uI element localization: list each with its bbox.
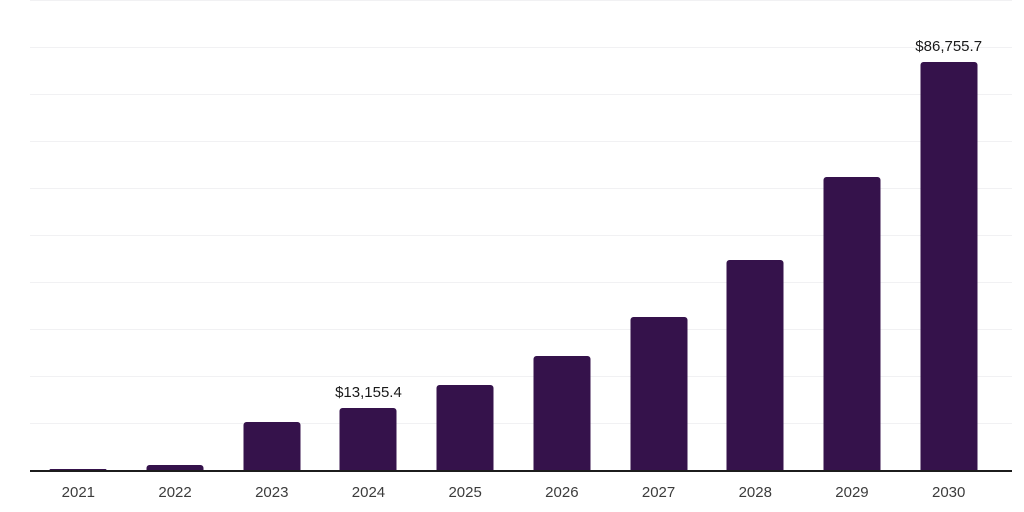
bar-slot-2030: $86,755.7 (900, 0, 997, 470)
data-label-2024: $13,155.4 (335, 384, 402, 402)
bar-slot-2027 (610, 0, 707, 470)
plot-area: $13,155.4 $86,755.7 (30, 0, 1012, 472)
gridline-30000 (30, 329, 1012, 330)
bar-slot-2029 (804, 0, 901, 470)
x-tick-label-2021: 2021 (61, 484, 96, 501)
bar-slot-2025 (417, 0, 514, 470)
x-tick-label-2024: 2024 (351, 484, 386, 501)
bar-2026 (533, 356, 591, 470)
data-label-2030: $86,755.7 (915, 38, 983, 56)
gridline-90000 (30, 47, 1012, 48)
bar-slot-2024: $13,155.4 (320, 0, 417, 470)
x-tick-label-2029: 2029 (835, 484, 869, 501)
x-tick-label-2027: 2027 (641, 484, 676, 501)
x-tick-label-2022: 2022 (158, 484, 192, 501)
x-tick-label-2025: 2025 (448, 484, 482, 501)
gridline-40000 (30, 282, 1012, 283)
x-tick-label-2026: 2026 (545, 484, 579, 501)
gridline-80000 (30, 94, 1012, 95)
gridline-20000 (30, 376, 1012, 377)
bar-2021 (49, 469, 107, 470)
bar-2030 (920, 62, 978, 470)
bar-2023 (243, 421, 301, 470)
bar-2024 (339, 408, 397, 470)
bar-slot-2021 (30, 0, 127, 470)
gridline-10000 (30, 423, 1012, 424)
gridline-50000 (30, 235, 1012, 236)
bar-2022 (146, 464, 204, 470)
bar-slot-2023 (223, 0, 320, 470)
bar-2029 (823, 177, 881, 470)
gridline-100000 (30, 0, 1012, 1)
bar-slot-2022 (127, 0, 224, 470)
x-tick-label-2030: 2030 (931, 484, 966, 501)
bar-2025 (436, 385, 494, 470)
bar-2027 (630, 317, 688, 470)
x-tick-label-2028: 2028 (738, 484, 772, 501)
gridlines (30, 0, 1012, 470)
x-axis-labels: 2021 2022 2023 2024 2025 2026 2027 2028 2029 2030 (30, 484, 997, 502)
gridline-60000 (30, 188, 1012, 189)
bar-slot-2026 (514, 0, 611, 470)
bar-slot-2028 (707, 0, 804, 470)
x-tick-label-2023: 2023 (255, 484, 289, 501)
bars-row: $13,155.4 $86,755.7 (30, 0, 997, 470)
bar-2028 (726, 259, 784, 470)
gridline-70000 (30, 141, 1012, 142)
